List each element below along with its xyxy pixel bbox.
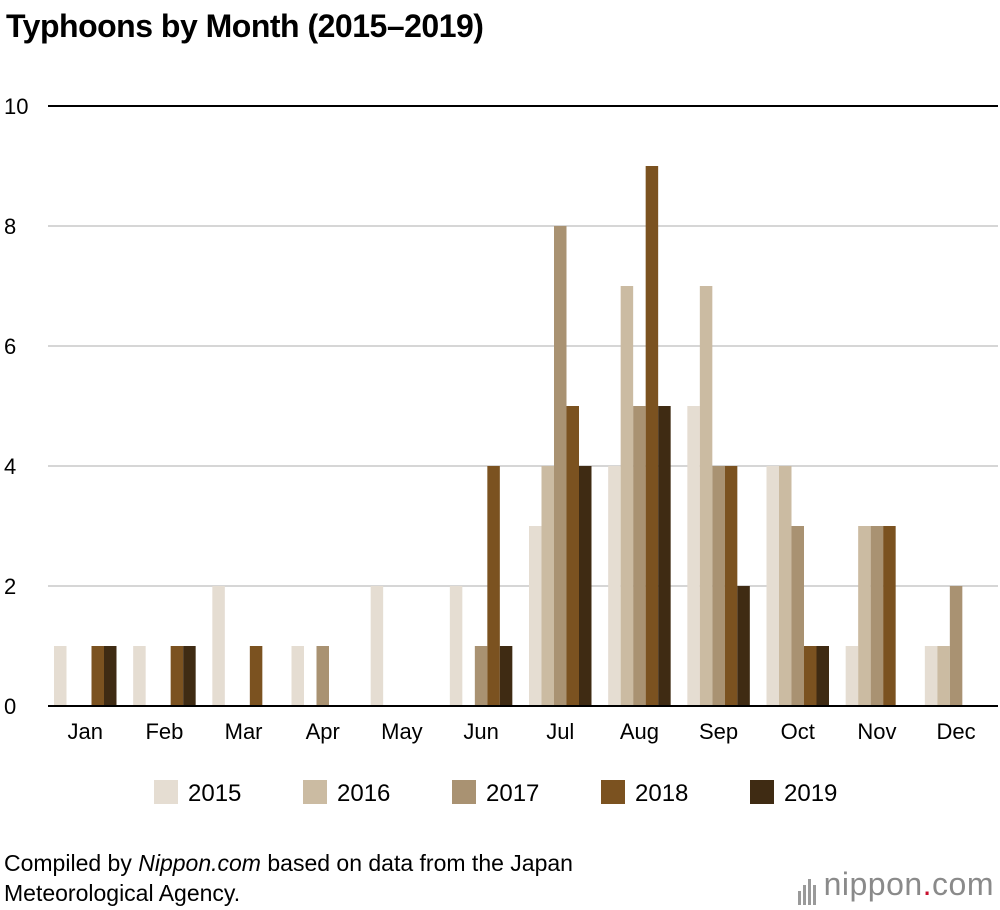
legend-swatch-2016 — [303, 780, 327, 804]
legend-label-2015: 2015 — [188, 780, 241, 807]
bar-2018-jan — [91, 646, 104, 706]
bar-2018-nov — [883, 526, 896, 706]
bar-2015-mar — [212, 586, 225, 706]
gridlines — [48, 105, 998, 587]
y-axis: 0 2 4 6 8 10 — [4, 94, 28, 719]
source-note: Compiled by Nippon.com based on data fro… — [4, 848, 573, 908]
bar-2016-dec — [937, 646, 950, 706]
source-suffix: based on data from the Japan — [260, 850, 573, 876]
bars — [54, 166, 963, 706]
y-tick-label: 0 — [4, 694, 16, 719]
bar-2015-apr — [291, 646, 304, 706]
bar-2015-nov — [845, 646, 859, 706]
x-tick-label: Dec — [937, 719, 976, 744]
bar-chart: 0 2 4 6 8 10 Jan Feb Mar Apr May Jun Jul Aug Sep Oct No… — [4, 94, 998, 807]
bar-2016-oct — [779, 466, 792, 706]
legend-label-2017: 2017 — [486, 780, 539, 807]
source-prefix: Compiled by — [4, 850, 139, 876]
bar-2016-jul — [541, 466, 554, 706]
bar-2018-jul — [566, 406, 579, 706]
x-tick-label: May — [381, 719, 423, 744]
x-tick-label: Sep — [699, 719, 738, 744]
logo-name: nippon — [823, 866, 923, 902]
bar-2016-nov — [858, 526, 871, 706]
x-tick-label: Jan — [68, 719, 103, 744]
bar-2017-jun — [474, 646, 488, 706]
source-line-2: Meteorological Agency. — [4, 880, 241, 906]
bar-2015-oct — [766, 466, 779, 706]
bar-2018-oct — [804, 646, 817, 706]
bar-2019-jan — [104, 646, 117, 706]
y-tick-label: 8 — [4, 214, 16, 239]
bar-2019-jul — [579, 466, 592, 706]
x-tick-label: Jun — [463, 719, 498, 744]
logo-tld: com — [932, 866, 994, 902]
bar-2017-jul — [554, 226, 567, 706]
bar-2015-dec — [924, 646, 938, 706]
bar-2015-feb — [133, 646, 146, 706]
bar-2017-nov — [870, 526, 884, 706]
legend-label-2019: 2019 — [784, 780, 837, 807]
bar-2017-sep — [712, 466, 725, 706]
bar-2019-oct — [816, 646, 829, 706]
bar-2019-jun — [499, 646, 513, 706]
legend-label-2018: 2018 — [635, 780, 688, 807]
bar-2019-feb — [183, 646, 196, 706]
y-tick-label: 6 — [4, 334, 16, 359]
source-site: Nippon.com — [138, 850, 261, 876]
x-tick-label: Feb — [145, 719, 183, 744]
legend-label-2016: 2016 — [337, 780, 390, 807]
bar-2019-aug — [658, 406, 671, 706]
y-tick-label: 4 — [4, 454, 16, 479]
y-tick-label: 10 — [4, 94, 28, 119]
nippon-logo: nippon.com — [797, 866, 994, 906]
bar-2015-sep — [687, 406, 700, 706]
logo-bars-icon — [797, 868, 818, 906]
x-tick-label: Aug — [620, 719, 659, 744]
bar-2017-dec — [949, 586, 963, 706]
bar-2018-mar — [249, 646, 263, 706]
logo-dot: . — [922, 866, 933, 902]
y-tick-label: 2 — [4, 574, 16, 599]
bar-2017-apr — [316, 646, 329, 706]
bar-2018-aug — [645, 166, 659, 706]
source-line-1: Compiled by Nippon.com based on data fro… — [4, 848, 573, 878]
bar-2015-aug — [608, 466, 621, 706]
x-tick-label: Nov — [857, 719, 896, 744]
chart-title: Typhoons by Month (2015–2019) — [6, 8, 484, 44]
x-axis: Jan Feb Mar Apr May Jun Jul Aug Sep Oct Nov Dec — [48, 705, 998, 744]
bar-2018-jun — [487, 466, 500, 706]
bar-2015-jan — [54, 646, 67, 706]
x-tick-label: Oct — [781, 719, 815, 744]
legend: 2015 2016 2017 2018 2019 — [154, 780, 837, 807]
bar-2015-may — [370, 586, 384, 706]
bar-2015-jun — [449, 586, 463, 706]
bar-2018-feb — [170, 646, 184, 706]
legend-swatch-2019 — [750, 780, 774, 804]
bar-2016-sep — [699, 286, 713, 706]
bar-2017-aug — [633, 406, 646, 706]
bar-2017-oct — [791, 526, 804, 706]
legend-swatch-2018 — [601, 780, 625, 804]
x-tick-label: Apr — [306, 719, 340, 744]
bar-2015-jul — [529, 526, 542, 706]
legend-swatch-2015 — [154, 780, 178, 804]
x-tick-label: Mar — [225, 719, 263, 744]
bar-2016-aug — [620, 286, 634, 706]
legend-swatch-2017 — [452, 780, 476, 804]
bar-2019-sep — [737, 586, 750, 706]
bar-2018-sep — [724, 466, 738, 706]
x-tick-label: Jul — [546, 719, 574, 744]
